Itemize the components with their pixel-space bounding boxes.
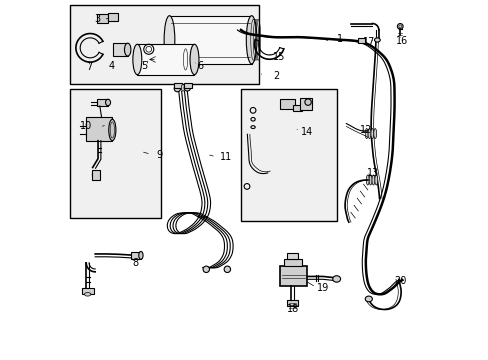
Bar (286, 300, 298, 306)
Bar (131, 252, 141, 258)
Ellipse shape (332, 276, 340, 282)
Ellipse shape (373, 129, 376, 139)
Bar (85, 117, 112, 141)
Bar (241, 89, 337, 221)
Bar (299, 98, 312, 111)
Text: 15: 15 (273, 52, 285, 62)
Text: 20: 20 (394, 276, 406, 286)
Text: 13: 13 (366, 168, 379, 178)
Ellipse shape (108, 119, 116, 141)
Bar (292, 105, 301, 111)
Text: 12: 12 (359, 125, 371, 135)
Ellipse shape (133, 44, 142, 75)
Text: 10: 10 (80, 121, 93, 131)
Text: 14: 14 (300, 127, 312, 137)
Text: 17: 17 (363, 37, 375, 48)
Text: 19: 19 (316, 283, 328, 293)
Text: 6: 6 (197, 61, 203, 71)
Bar (70, 5, 258, 84)
Ellipse shape (366, 175, 368, 185)
Bar (81, 288, 94, 294)
Text: 7: 7 (86, 63, 92, 72)
Bar (108, 13, 118, 21)
Bar (357, 38, 365, 43)
Ellipse shape (124, 43, 131, 56)
Ellipse shape (367, 129, 370, 139)
Bar (97, 99, 108, 106)
Bar (283, 258, 301, 266)
Bar (183, 83, 192, 88)
Bar (280, 99, 294, 109)
Bar (113, 43, 127, 56)
Ellipse shape (368, 175, 371, 185)
Bar (287, 253, 298, 258)
Ellipse shape (370, 129, 373, 139)
Ellipse shape (184, 85, 190, 91)
Bar (70, 89, 160, 217)
Bar (169, 16, 251, 64)
Text: 8: 8 (132, 258, 138, 268)
Bar (280, 266, 306, 286)
Text: 11: 11 (219, 152, 231, 162)
Text: 16: 16 (395, 36, 407, 46)
Ellipse shape (397, 23, 402, 29)
Ellipse shape (365, 129, 367, 139)
Bar (92, 170, 100, 180)
Text: 5: 5 (141, 61, 147, 71)
Ellipse shape (105, 99, 110, 106)
Ellipse shape (374, 38, 380, 42)
Text: 3: 3 (95, 14, 101, 23)
Ellipse shape (304, 99, 311, 105)
Ellipse shape (203, 266, 209, 273)
Bar (173, 83, 182, 88)
Text: 2: 2 (272, 71, 279, 81)
Ellipse shape (371, 175, 374, 185)
Ellipse shape (92, 173, 100, 176)
Ellipse shape (190, 44, 199, 75)
Bar (137, 44, 194, 75)
Text: 4: 4 (108, 61, 115, 71)
Text: 9: 9 (156, 150, 162, 160)
Ellipse shape (246, 16, 257, 64)
Ellipse shape (181, 85, 184, 91)
Ellipse shape (224, 266, 230, 273)
Ellipse shape (365, 296, 372, 302)
Text: 18: 18 (286, 304, 298, 314)
Ellipse shape (84, 293, 91, 296)
Ellipse shape (174, 85, 180, 92)
Ellipse shape (164, 16, 175, 64)
Ellipse shape (139, 251, 143, 259)
Bar (97, 14, 108, 23)
Text: 1: 1 (337, 34, 343, 44)
Ellipse shape (374, 175, 377, 185)
